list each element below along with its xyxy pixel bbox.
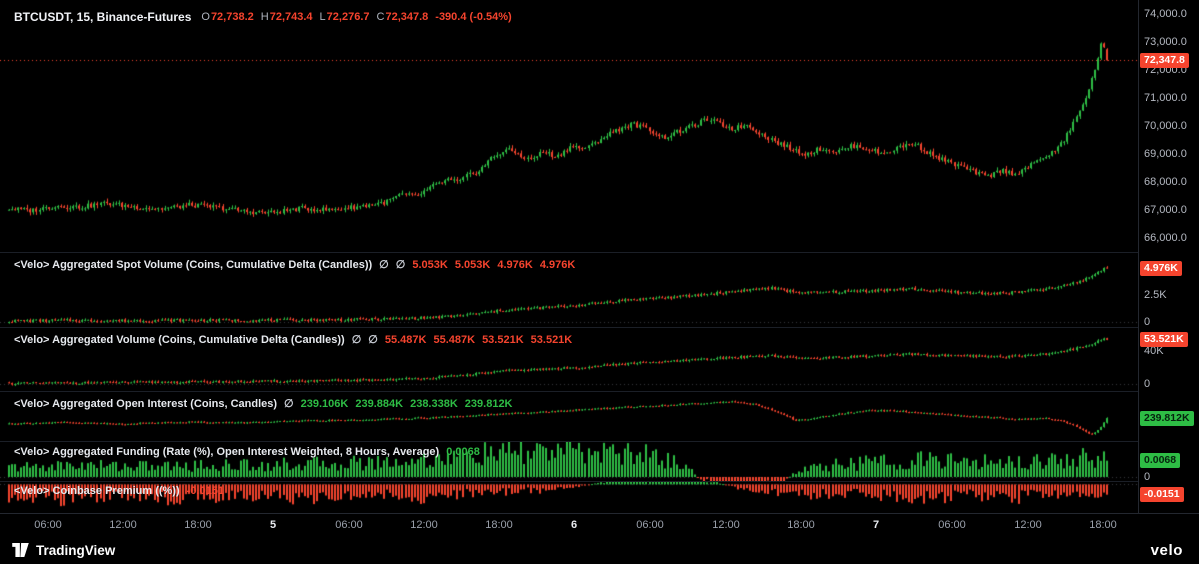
axis-tick: 2.5K <box>1144 288 1167 301</box>
pane-legend-open-interest: <Velo> Aggregated Open Interest (Coins, … <box>14 397 513 411</box>
time-label: 06:00 <box>938 519 966 531</box>
indicator-title[interactable]: <Velo> Aggregated Open Interest (Coins, … <box>14 397 278 410</box>
indicator-title[interactable]: <Velo> Aggregated Funding (Rate (%), Ope… <box>14 446 440 458</box>
pane-separator[interactable] <box>0 481 1199 482</box>
time-label-day: 7 <box>872 519 880 531</box>
pane-separator[interactable] <box>0 327 1199 328</box>
indicator-value-badge: 239.812K <box>1140 410 1194 426</box>
ohlc-close: C 72,347.8 <box>376 11 429 23</box>
tradingview-logo-icon <box>12 543 29 557</box>
ohlc-open: O 72,738.2 <box>201 11 254 23</box>
pane-legend-coinbase-premium: <Velo> Coinbase Premium ((%)) -0.0151 <box>14 485 224 497</box>
empty-source-icon: ∅ <box>368 334 378 346</box>
axis-tick: 0 <box>1144 470 1151 483</box>
axis-tick: 0 <box>1144 377 1151 390</box>
time-label-day: 5 <box>269 519 277 531</box>
price-legend: BTCUSDT, 15, Binance-Futures O 72,738.2 H… <box>14 10 512 24</box>
indicator-value-badge: 4.976K <box>1140 260 1182 276</box>
pane-legend-funding: <Velo> Aggregated Funding (Rate (%), Ope… <box>14 446 480 458</box>
empty-source-icon: ∅ <box>351 334 362 346</box>
axis-tick: 69,000.0 <box>1144 148 1187 160</box>
indicator-title[interactable]: <Velo> Coinbase Premium ((%)) <box>14 485 180 497</box>
time-label: 12:00 <box>109 519 137 531</box>
axis-tick: 67,000.0 <box>1144 204 1187 216</box>
volume-pane-canvas[interactable] <box>0 327 1138 391</box>
open-interest-pane-canvas[interactable] <box>0 391 1138 441</box>
pane-separator[interactable] <box>0 441 1199 442</box>
spot-volume-pane-canvas[interactable] <box>0 252 1138 327</box>
empty-source-icon: ∅ <box>284 398 294 410</box>
ohlc-high: H 72,743.4 <box>260 11 313 23</box>
indicator-value-badge: 53.521K <box>1140 332 1188 348</box>
empty-source-icon: ∅ <box>395 259 406 271</box>
axis-tick: 0 <box>1144 315 1151 328</box>
indicator-title[interactable]: <Velo> Aggregated Spot Volume (Coins, Cu… <box>14 258 373 271</box>
empty-source-icon: ∅ <box>379 259 389 271</box>
footer-bar: TradingView velo <box>0 536 1199 564</box>
price-pane-canvas[interactable] <box>0 0 1138 252</box>
symbol-title[interactable]: BTCUSDT, 15, Binance-Futures <box>14 10 192 24</box>
axis-tick: 71,000.0 <box>1144 92 1187 104</box>
last-price-badge: 72,347.8 <box>1140 52 1189 68</box>
indicator-value-badge: -0.0151 <box>1140 487 1184 503</box>
pane-separator[interactable] <box>0 252 1199 253</box>
time-label: 18:00 <box>485 519 513 531</box>
time-label: 06:00 <box>34 519 62 531</box>
time-label: 12:00 <box>410 519 438 531</box>
time-label-day: 6 <box>570 519 578 531</box>
tradingview-logo[interactable]: TradingView <box>12 543 115 558</box>
time-label: 18:00 <box>1089 519 1117 531</box>
price-axis[interactable]: 74,000.0 73,000.0 72,000.0 71,000.0 70,000.0… <box>1138 0 1199 513</box>
premium-pane-canvas[interactable] <box>0 481 1138 513</box>
axis-tick: 68,000.0 <box>1144 176 1187 188</box>
time-label: 18:00 <box>184 519 212 531</box>
pane-separator[interactable] <box>0 391 1199 392</box>
indicator-value-badge: 0.0068 <box>1140 453 1181 469</box>
pane-legend-volume: <Velo> Aggregated Volume (Coins, Cumulat… <box>14 333 573 347</box>
time-label: 12:00 <box>712 519 740 531</box>
velo-logo[interactable]: velo <box>1150 541 1183 559</box>
funding-pane-canvas[interactable] <box>0 441 1138 481</box>
time-label: 18:00 <box>787 519 815 531</box>
indicator-title[interactable]: <Velo> Aggregated Volume (Coins, Cumulat… <box>14 333 345 346</box>
price-change: -390.4 (-0.54%) <box>435 11 512 23</box>
time-axis[interactable]: 06:00 12:00 18:00 5 06:00 12:00 18:00 6 06:00 12:… <box>0 513 1199 536</box>
axis-tick: 70,000.0 <box>1144 120 1187 132</box>
ohlc-low: L 72,276.7 <box>319 11 370 23</box>
axis-tick: 66,000.0 <box>1144 232 1187 244</box>
axis-tick: 74,000.0 <box>1144 8 1187 20</box>
pane-legend-spot-volume: <Velo> Aggregated Spot Volume (Coins, Cu… <box>14 258 576 272</box>
tradingview-wordmark: TradingView <box>36 542 116 558</box>
time-label: 12:00 <box>1014 519 1042 531</box>
time-label: 06:00 <box>636 519 664 531</box>
axis-tick: 73,000.0 <box>1144 36 1187 48</box>
time-label: 06:00 <box>335 519 363 531</box>
axis-tick: 40K <box>1144 344 1164 357</box>
